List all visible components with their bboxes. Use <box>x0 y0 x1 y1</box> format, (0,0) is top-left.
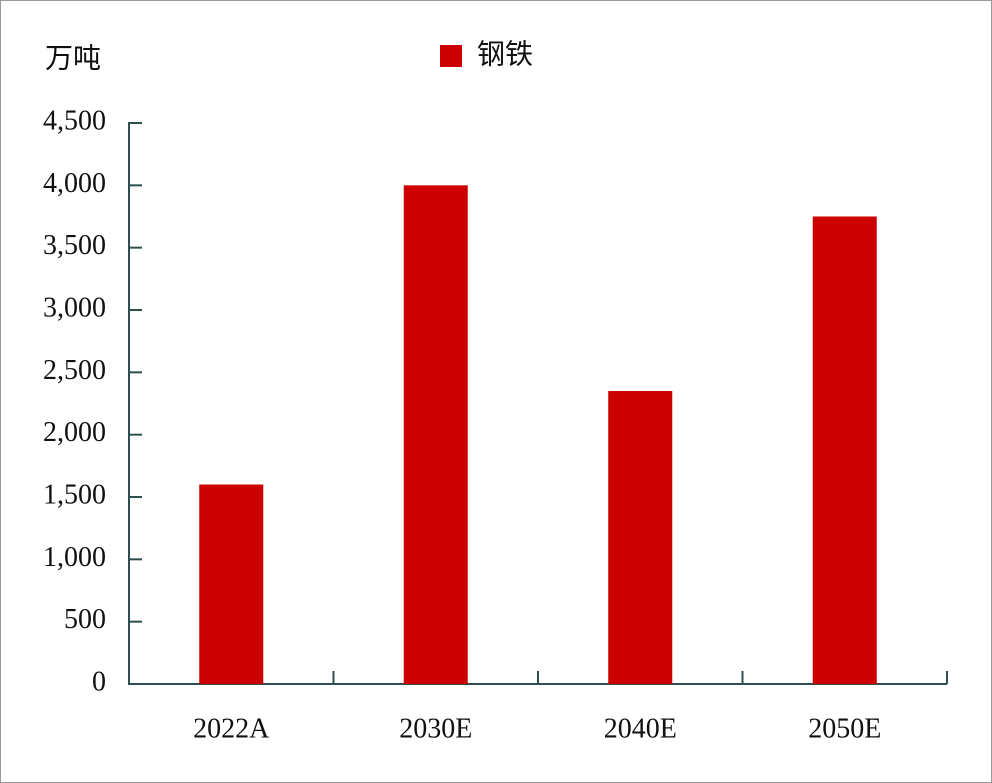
y-tick-label: 2,500 <box>43 355 106 386</box>
y-tick-label: 4,000 <box>43 168 106 199</box>
bar <box>812 216 877 684</box>
x-tick-label: 2022A <box>193 713 270 744</box>
x-tick-label: 2050E <box>808 713 881 744</box>
x-tick-label: 2040E <box>604 713 677 744</box>
x-tick-label: 2030E <box>399 713 472 744</box>
y-tick-label: 3,000 <box>43 292 106 323</box>
y-tick-label: 0 <box>92 666 106 697</box>
y-tick-label: 1,000 <box>43 542 106 573</box>
y-tick-label: 4,500 <box>43 105 106 136</box>
y-tick-label: 1,500 <box>43 479 106 510</box>
y-axis-label: 万吨 <box>45 42 101 74</box>
y-tick-label: 3,500 <box>43 230 106 261</box>
y-tick-label: 500 <box>64 604 106 635</box>
y-tick-label: 2,000 <box>43 417 106 448</box>
bar <box>199 484 264 684</box>
bar <box>403 185 468 685</box>
legend-label: 钢铁 <box>477 38 533 70</box>
legend-swatch <box>440 45 462 67</box>
bar <box>608 391 673 684</box>
